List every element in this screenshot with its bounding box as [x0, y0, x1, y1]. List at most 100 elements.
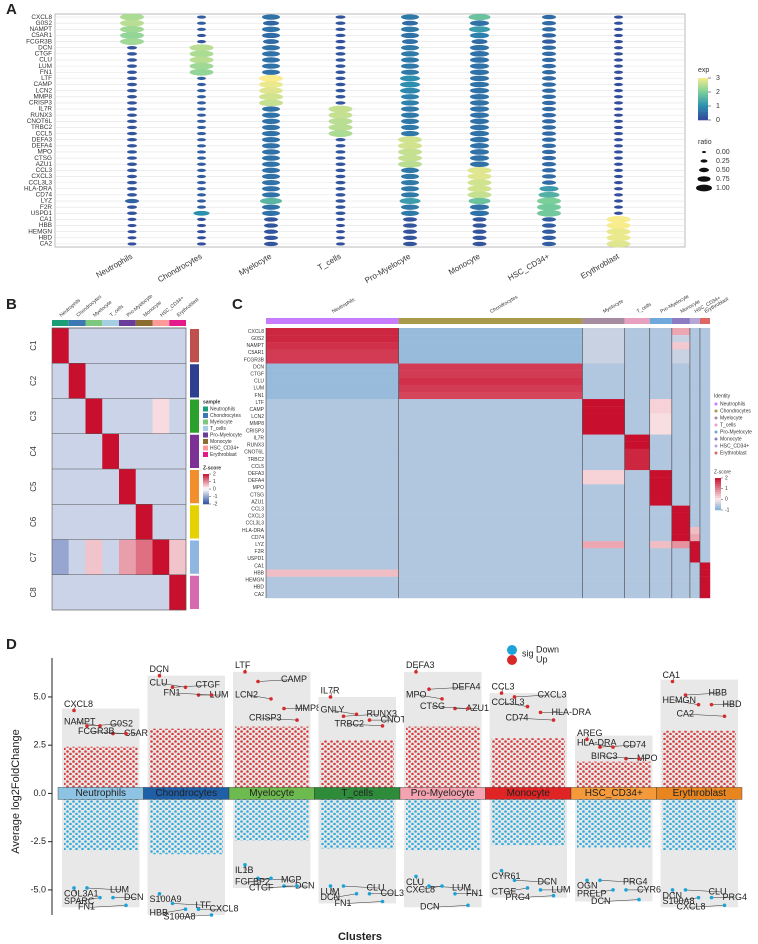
colorbar-step	[698, 90, 708, 93]
panel-label: A	[6, 1, 17, 18]
dot	[120, 13, 144, 21]
gene-label: CXCL8	[248, 329, 264, 335]
heat-cell	[85, 539, 103, 575]
heat-cell	[582, 455, 625, 464]
dot	[262, 130, 280, 137]
gene-label: DCN	[295, 880, 315, 890]
gene-label: LUM	[110, 884, 129, 894]
dot	[398, 136, 422, 144]
dot	[127, 150, 137, 154]
sample-bar	[85, 320, 103, 326]
dot	[614, 119, 623, 123]
heat-cell	[119, 469, 136, 505]
dot	[470, 136, 489, 143]
label-leader	[175, 692, 212, 696]
point	[85, 724, 89, 728]
heat-cell	[671, 491, 691, 499]
point	[157, 673, 162, 678]
dot	[614, 138, 623, 142]
dot	[403, 229, 417, 234]
dot	[197, 119, 206, 123]
heat-cell	[649, 541, 673, 549]
dot	[127, 70, 137, 74]
dot	[197, 15, 206, 19]
colorbar-step	[698, 109, 708, 112]
heat-cell	[689, 583, 701, 592]
dot	[614, 125, 623, 130]
dot	[197, 150, 206, 154]
colorbar-step	[698, 105, 708, 108]
size-key	[696, 184, 712, 192]
dot	[401, 167, 419, 174]
dot	[542, 39, 556, 44]
heat-cell	[649, 576, 673, 584]
heat-cell	[398, 335, 583, 343]
heat-cell	[671, 391, 691, 400]
gene-label: C5AR1	[31, 32, 52, 39]
gene-label: CXCL3	[538, 689, 567, 699]
heat-cell	[624, 576, 650, 584]
dot	[197, 82, 206, 87]
heat-cell	[699, 477, 711, 485]
heat-cell	[266, 448, 399, 457]
heat-cell	[671, 512, 691, 521]
dot	[614, 101, 623, 105]
heat-cell	[85, 433, 103, 470]
gene-label: CTGF	[250, 372, 264, 378]
cluster-bar	[689, 318, 700, 324]
gene-label: FN1	[335, 898, 352, 908]
legend-key	[203, 439, 208, 444]
heat-cell	[624, 491, 650, 499]
down-cloud	[577, 793, 651, 848]
heat-cell	[398, 399, 583, 407]
dot	[127, 174, 137, 179]
dot	[470, 75, 489, 82]
point	[709, 895, 714, 900]
gene-label: CCL5	[36, 130, 53, 137]
label-leader	[332, 710, 357, 715]
gene-label: SPARC	[64, 896, 95, 906]
heat-cell	[582, 491, 625, 499]
dot	[127, 144, 137, 148]
colorbar-step	[698, 99, 708, 102]
dot	[542, 57, 556, 63]
colorbar-step	[698, 84, 708, 87]
dot	[542, 14, 556, 20]
colorbar-step	[203, 490, 209, 494]
dot	[470, 63, 489, 69]
label-leader	[343, 713, 379, 717]
dot	[189, 62, 214, 70]
label-leader	[86, 887, 123, 891]
dot	[189, 56, 214, 64]
dot	[335, 70, 346, 74]
gene-label: DEFA3	[32, 136, 53, 143]
dot	[542, 235, 556, 241]
point	[367, 891, 372, 896]
dot	[614, 168, 623, 172]
colorbar-label: -1	[725, 507, 730, 513]
heat-cell	[398, 562, 583, 570]
dot	[264, 217, 278, 222]
gene-label: TRBC2	[335, 718, 365, 728]
dot	[328, 130, 353, 137]
heat-cell	[699, 356, 711, 364]
point	[341, 884, 346, 888]
cluster-label: Monocyte	[507, 788, 551, 799]
colorbar-step	[203, 489, 209, 492]
heat-cell	[671, 484, 691, 492]
point	[256, 679, 260, 684]
dot	[468, 197, 491, 205]
gene-label: CCL3L3	[246, 521, 265, 527]
heat-cell	[169, 469, 187, 505]
dot	[537, 197, 561, 205]
heat-cell	[266, 349, 399, 357]
dot	[197, 95, 206, 99]
dot	[127, 242, 137, 246]
label-leader	[343, 885, 379, 889]
dot	[403, 241, 417, 247]
colorbar-step	[715, 486, 721, 489]
gene-label: FCGR3B	[26, 38, 52, 45]
dot	[401, 106, 419, 112]
dot	[470, 81, 489, 88]
heat-cell	[582, 406, 625, 414]
